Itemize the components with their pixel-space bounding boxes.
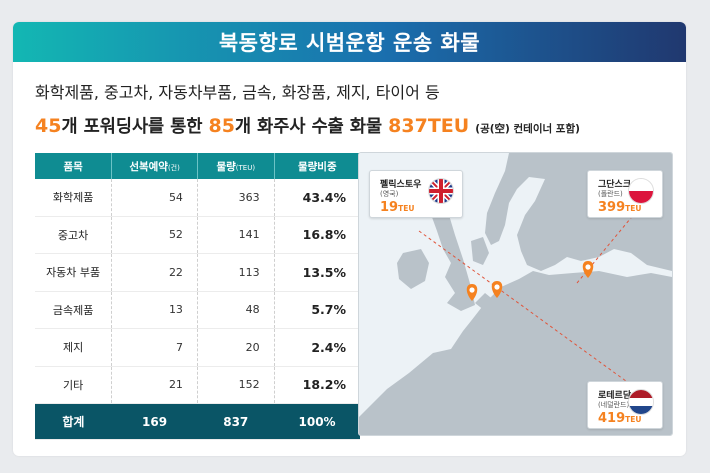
share-cell: 5.7% xyxy=(274,291,360,329)
booking-cell: 54 xyxy=(111,179,198,217)
port-name: 펠릭스토우 xyxy=(380,180,422,190)
port-card-rotterdam: 로테르담 (네덜란드) 419TEU xyxy=(587,381,663,429)
table-row: 화학제품 54 363 43.4% xyxy=(35,179,360,217)
pin-rotterdam-icon xyxy=(491,281,503,298)
shipper-count: 85 xyxy=(208,115,235,137)
port-name: 로테르담 xyxy=(598,391,632,401)
item-cell: 제지 xyxy=(35,328,113,367)
item-cell: 금속제품 xyxy=(35,291,113,329)
item-cell: 기타 xyxy=(35,366,113,404)
share-cell: 2.4% xyxy=(274,328,360,367)
share-cell: 16.8% xyxy=(274,216,360,254)
uk-flag-icon xyxy=(428,178,454,204)
volume-cell: 113 xyxy=(197,253,275,292)
booking-cell: 52 xyxy=(111,216,198,254)
volume-cell: 20 xyxy=(197,328,275,367)
cargo-types-text: 화학제품, 중고차, 자동차부품, 금속, 화장품, 제지, 타이어 등 xyxy=(35,83,440,102)
total-label: 합계 xyxy=(35,403,112,440)
volume-cell: 141 xyxy=(197,216,275,254)
total-booking: 169 xyxy=(111,403,198,440)
port-volume: 419TEU xyxy=(598,411,642,426)
col-header-share: 물량비중 xyxy=(274,153,360,179)
share-cell: 13.5% xyxy=(274,253,360,292)
forwarder-count: 45 xyxy=(35,115,62,137)
port-volume: 19TEU xyxy=(380,200,415,215)
table-row: 중고차 52 141 16.8% xyxy=(35,216,360,254)
pin-felixstowe-icon xyxy=(466,284,478,301)
table-row: 자동차 부품 22 113 13.5% xyxy=(35,253,360,292)
title-banner: 북동항로 시범운항 운송 화물 xyxy=(13,22,686,62)
total-volume: 837 xyxy=(197,403,275,440)
port-country: (영국) xyxy=(380,190,399,198)
headline-part2: 개 화주사 수출 화물 xyxy=(234,117,389,137)
route-felixstowe-rotterdam xyxy=(418,230,638,390)
booking-cell: 7 xyxy=(111,328,198,367)
headline-part1: 개 포워딩사를 통한 xyxy=(61,117,209,137)
port-card-felixstowe: 펠릭스토우 (영국) 19TEU xyxy=(369,170,463,218)
booking-cell: 21 xyxy=(111,366,198,404)
total-teu: 837TEU xyxy=(388,115,470,137)
netherlands-flag-icon xyxy=(628,389,654,415)
volume-cell: 48 xyxy=(197,291,275,329)
share-cell: 43.4% xyxy=(274,179,360,217)
europe-map: 펠릭스토우 (영국) 19TEU 그단스크 (폴란드) 399TEU xyxy=(358,152,673,436)
booking-cell: 22 xyxy=(111,253,198,292)
page-title: 북동항로 시범운항 운송 화물 xyxy=(218,31,481,55)
table-header-row: 품목 선복예약(건) 물량(TEU) 물량비중 xyxy=(35,153,360,179)
port-name: 그단스크 xyxy=(598,180,632,190)
table-row: 기타 21 152 18.2% xyxy=(35,366,360,404)
volume-cell: 152 xyxy=(197,366,275,404)
item-cell: 화학제품 xyxy=(35,179,113,217)
poland-flag-icon xyxy=(628,178,654,204)
port-volume: 399TEU xyxy=(598,200,642,215)
share-cell: 18.2% xyxy=(274,366,360,404)
port-card-gdansk: 그단스크 (폴란드) 399TEU xyxy=(587,170,663,218)
total-row: 합계 169 837 100% xyxy=(35,403,360,440)
volume-cell: 363 xyxy=(197,179,275,217)
summary-headline: 45개 포워딩사를 통한 85개 화주사 수출 화물 837TEU (공(空) … xyxy=(35,113,580,138)
booking-cell: 13 xyxy=(111,291,198,329)
cargo-table: 품목 선복예약(건) 물량(TEU) 물량비중 화학제품 54 363 43.4% 중고… xyxy=(35,153,360,440)
col-header-item: 품목 xyxy=(35,153,113,179)
port-country: (네덜란드) xyxy=(598,401,630,409)
table-row: 제지 7 20 2.4% xyxy=(35,328,360,367)
col-header-booking: 선복예약(건) xyxy=(111,153,198,179)
total-share: 100% xyxy=(274,403,360,440)
infographic-card: 북동항로 시범운항 운송 화물 화학제품, 중고차, 자동차부품, 금속, 화장… xyxy=(13,22,686,456)
empty-container-note: (공(空) 컨테이너 포함) xyxy=(475,123,580,135)
table-row: 금속제품 13 48 5.7% xyxy=(35,291,360,329)
item-cell: 중고차 xyxy=(35,216,113,254)
item-cell: 자동차 부품 xyxy=(35,253,113,292)
col-header-volume: 물량(TEU) xyxy=(197,153,275,179)
port-country: (폴란드) xyxy=(598,190,623,198)
pin-gdansk-icon xyxy=(582,261,594,278)
